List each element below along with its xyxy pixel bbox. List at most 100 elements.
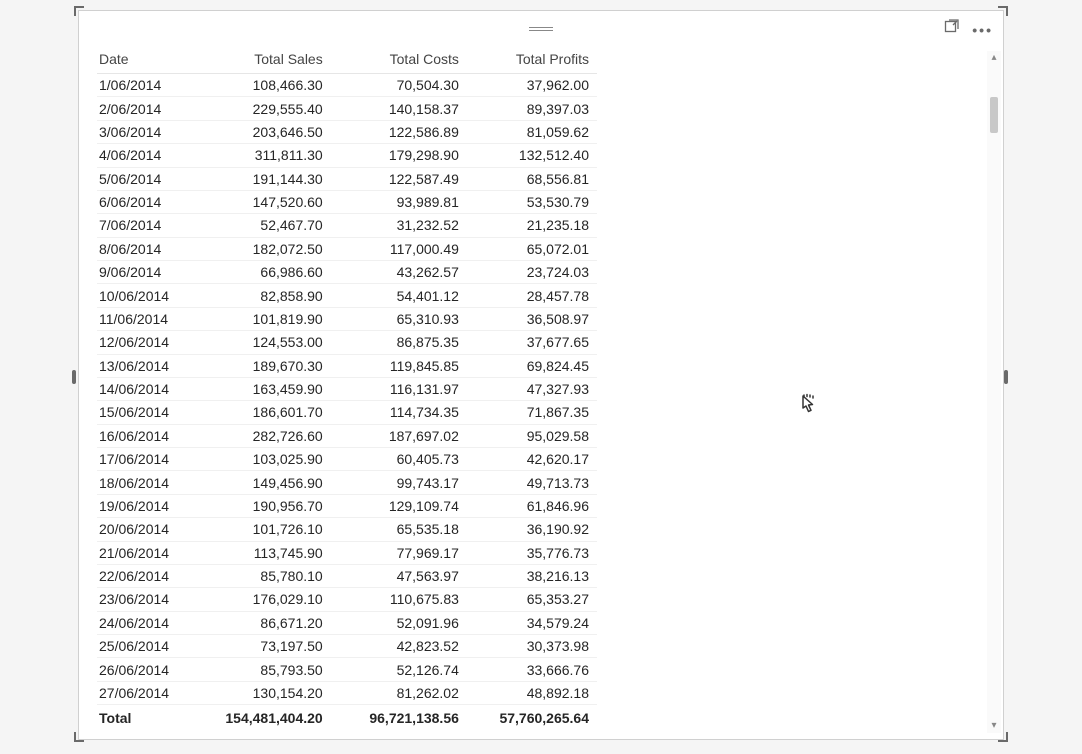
table-row[interactable]: 14/06/2014163,459.90116,131.9747,327.93 — [97, 377, 597, 400]
table-row[interactable]: 1/06/2014108,466.3070,504.3037,962.00 — [97, 74, 597, 97]
cell-value: 311,811.30 — [195, 144, 331, 167]
resize-handle-mid-left[interactable] — [72, 370, 76, 384]
cell-value: 65,072.01 — [467, 237, 597, 260]
cell-value: 23,724.03 — [467, 261, 597, 284]
cell-date: 16/06/2014 — [97, 424, 195, 447]
cell-value: 113,745.90 — [195, 541, 331, 564]
table-row[interactable]: 2/06/2014229,555.40140,158.3789,397.03 — [97, 97, 597, 120]
table-row[interactable]: 13/06/2014189,670.30119,845.8569,824.45 — [97, 354, 597, 377]
table-row[interactable]: 3/06/2014203,646.50122,586.8981,059.62 — [97, 120, 597, 143]
table-row[interactable]: 9/06/201466,986.6043,262.5723,724.03 — [97, 261, 597, 284]
cell-value: 47,563.97 — [331, 564, 467, 587]
resize-handle-bottom-left[interactable] — [74, 732, 76, 742]
table-row[interactable]: 16/06/2014282,726.60187,697.0295,029.58 — [97, 424, 597, 447]
table-row[interactable]: 18/06/2014149,456.9099,743.1749,713.73 — [97, 471, 597, 494]
table-row[interactable]: 15/06/2014186,601.70114,734.3571,867.35 — [97, 401, 597, 424]
cell-value: 68,556.81 — [467, 167, 597, 190]
cell-value: 30,373.98 — [467, 635, 597, 658]
resize-handle-top-left[interactable] — [74, 6, 76, 16]
cell-value: 52,091.96 — [331, 611, 467, 634]
cell-value: 77,969.17 — [331, 541, 467, 564]
table-row[interactable]: 22/06/201485,780.1047,563.9738,216.13 — [97, 564, 597, 587]
cell-value: 229,555.40 — [195, 97, 331, 120]
cell-value: 85,793.50 — [195, 658, 331, 681]
cell-value: 60,405.73 — [331, 448, 467, 471]
table-header-row[interactable]: Date Total Sales Total Costs Total Profi… — [97, 47, 597, 74]
table-row[interactable]: 24/06/201486,671.2052,091.9634,579.24 — [97, 611, 597, 634]
table-row[interactable]: 12/06/2014124,553.0086,875.3537,677.65 — [97, 331, 597, 354]
table-row[interactable]: 4/06/2014311,811.30179,298.90132,512.40 — [97, 144, 597, 167]
scroll-thumb[interactable] — [990, 97, 998, 133]
cell-value: 54,401.12 — [331, 284, 467, 307]
cell-value: 282,726.60 — [195, 424, 331, 447]
table-row[interactable]: 5/06/2014191,144.30122,587.4968,556.81 — [97, 167, 597, 190]
resize-handle-top-right[interactable] — [1006, 6, 1008, 16]
cell-value: 191,144.30 — [195, 167, 331, 190]
table-row[interactable]: 27/06/2014130,154.2081,262.0248,892.18 — [97, 681, 597, 704]
cell-value: 61,846.96 — [467, 494, 597, 517]
table-row[interactable]: 10/06/201482,858.9054,401.1228,457.78 — [97, 284, 597, 307]
column-header-sales[interactable]: Total Sales — [195, 47, 331, 74]
cell-value: 103,025.90 — [195, 448, 331, 471]
cell-value: 163,459.90 — [195, 377, 331, 400]
table-row[interactable]: 11/06/2014101,819.9065,310.9336,508.97 — [97, 307, 597, 330]
cell-date: 26/06/2014 — [97, 658, 195, 681]
cell-value: 182,072.50 — [195, 237, 331, 260]
cell-date: 14/06/2014 — [97, 377, 195, 400]
cell-date: 3/06/2014 — [97, 120, 195, 143]
cell-value: 110,675.83 — [331, 588, 467, 611]
cell-value: 71,867.35 — [467, 401, 597, 424]
cell-date: 1/06/2014 — [97, 74, 195, 97]
table-row[interactable]: 8/06/2014182,072.50117,000.4965,072.01 — [97, 237, 597, 260]
table-row[interactable]: 21/06/2014113,745.9077,969.1735,776.73 — [97, 541, 597, 564]
resize-handle-bottom-right[interactable] — [1006, 732, 1008, 742]
cell-value: 66,986.60 — [195, 261, 331, 284]
column-header-profits[interactable]: Total Profits — [467, 47, 597, 74]
cell-value: 35,776.73 — [467, 541, 597, 564]
column-header-costs[interactable]: Total Costs — [331, 47, 467, 74]
cell-value: 73,197.50 — [195, 635, 331, 658]
cell-value: 108,466.30 — [195, 74, 331, 97]
table-row[interactable]: 7/06/201452,467.7031,232.5221,235.18 — [97, 214, 597, 237]
cell-date: 23/06/2014 — [97, 588, 195, 611]
table-row[interactable]: 6/06/2014147,520.6093,989.8153,530.79 — [97, 190, 597, 213]
vertical-scrollbar[interactable]: ▴ ▾ — [987, 51, 1001, 733]
cell-value: 48,892.18 — [467, 681, 597, 704]
cell-value: 34,579.24 — [467, 611, 597, 634]
table-row[interactable]: 19/06/2014190,956.70129,109.7461,846.96 — [97, 494, 597, 517]
table-row[interactable]: 26/06/201485,793.5052,126.7433,666.76 — [97, 658, 597, 681]
table-row[interactable]: 17/06/2014103,025.9060,405.7342,620.17 — [97, 448, 597, 471]
cell-value: 86,671.20 — [195, 611, 331, 634]
resize-handle-mid-right[interactable] — [1004, 370, 1008, 384]
table-row[interactable]: 25/06/201473,197.5042,823.5230,373.98 — [97, 635, 597, 658]
cell-value: 36,508.97 — [467, 307, 597, 330]
total-sales: 154,481,404.20 — [195, 705, 331, 730]
table-row[interactable]: 20/06/2014101,726.1065,535.1836,190.92 — [97, 518, 597, 541]
column-header-date[interactable]: Date — [97, 47, 195, 74]
cell-value: 52,126.74 — [331, 658, 467, 681]
cell-value: 179,298.90 — [331, 144, 467, 167]
total-profits: 57,760,265.64 — [467, 705, 597, 730]
cell-date: 22/06/2014 — [97, 564, 195, 587]
cell-value: 81,262.02 — [331, 681, 467, 704]
cell-date: 13/06/2014 — [97, 354, 195, 377]
cell-date: 2/06/2014 — [97, 97, 195, 120]
cell-value: 82,858.90 — [195, 284, 331, 307]
cell-value: 93,989.81 — [331, 190, 467, 213]
cell-value: 81,059.62 — [467, 120, 597, 143]
cell-date: 5/06/2014 — [97, 167, 195, 190]
cell-value: 37,677.65 — [467, 331, 597, 354]
scroll-down-arrow-icon[interactable]: ▾ — [987, 719, 1001, 733]
data-table: Date Total Sales Total Costs Total Profi… — [97, 47, 597, 729]
drag-handle-icon[interactable] — [529, 27, 553, 31]
cell-value: 132,512.40 — [467, 144, 597, 167]
scroll-up-arrow-icon[interactable]: ▴ — [987, 51, 1001, 65]
more-options-icon[interactable]: ••• — [972, 22, 993, 38]
cell-date: 11/06/2014 — [97, 307, 195, 330]
cell-value: 52,467.70 — [195, 214, 331, 237]
table-visual-container[interactable]: ••• Date Total Sales Total Costs Total P… — [78, 10, 1004, 740]
cell-date: 15/06/2014 — [97, 401, 195, 424]
focus-mode-icon[interactable] — [944, 19, 960, 40]
table-row[interactable]: 23/06/2014176,029.10110,675.8365,353.27 — [97, 588, 597, 611]
cell-value: 119,845.85 — [331, 354, 467, 377]
